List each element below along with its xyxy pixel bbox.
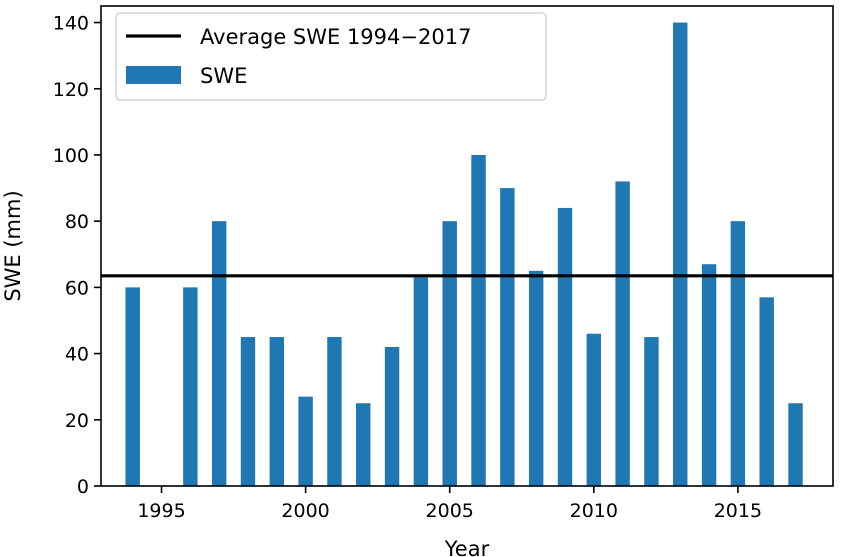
bar-1999 [269, 337, 284, 486]
bar-2015 [730, 221, 746, 486]
y-tick-label: 0 [77, 476, 89, 498]
bar-1994 [125, 287, 140, 486]
bar-1997 [211, 221, 227, 486]
bar-1998 [240, 337, 256, 486]
bar-2005 [442, 221, 457, 486]
bar-2007 [500, 188, 515, 486]
legend-entry-average: Average SWE 1994−2017 [200, 25, 471, 49]
x-tick-label: 2000 [281, 500, 329, 522]
y-axis-label: SWE (mm) [1, 190, 25, 301]
bar-2012 [644, 337, 659, 486]
x-axis: 1995 2000 2005 2010 2015 [137, 486, 762, 522]
bar-2014 [701, 264, 717, 486]
y-axis: 0 20 40 60 80 100 120 140 [53, 13, 101, 498]
x-tick-label: 2015 [714, 500, 762, 522]
bar-2009 [557, 207, 573, 486]
y-tick-label: 60 [65, 277, 89, 299]
legend: Average SWE 1994−2017 SWE [115, 12, 547, 101]
bar-2000 [298, 396, 313, 486]
y-tick-label: 100 [53, 145, 89, 167]
bar-2001 [327, 337, 342, 486]
bar-1996 [183, 287, 198, 486]
bar-2016 [759, 297, 774, 486]
x-tick-label: 2005 [426, 500, 474, 522]
bar-2011 [615, 181, 630, 486]
bar-2017 [788, 403, 803, 486]
y-tick-label: 120 [53, 79, 89, 101]
bars-layer [125, 22, 803, 486]
bar-2013 [673, 22, 688, 486]
bar-2010 [586, 333, 602, 486]
x-tick-label: 2010 [570, 500, 618, 522]
y-tick-label: 40 [65, 344, 89, 366]
legend-entry-swe: SWE [200, 64, 247, 88]
bar-2004 [413, 277, 429, 486]
y-tick-label: 140 [53, 13, 89, 35]
x-axis-label: Year [444, 537, 490, 557]
bar-2008 [528, 270, 544, 486]
bar-2002 [356, 403, 371, 486]
bar-2006 [471, 154, 486, 486]
plot-frame [100, 5, 834, 487]
legend-box [115, 12, 547, 101]
y-tick-label: 80 [65, 211, 89, 233]
y-tick-label: 20 [65, 410, 89, 432]
x-tick-label: 1995 [137, 500, 185, 522]
legend-swe-bar-swatch [126, 66, 181, 84]
bar-2003 [384, 346, 400, 486]
